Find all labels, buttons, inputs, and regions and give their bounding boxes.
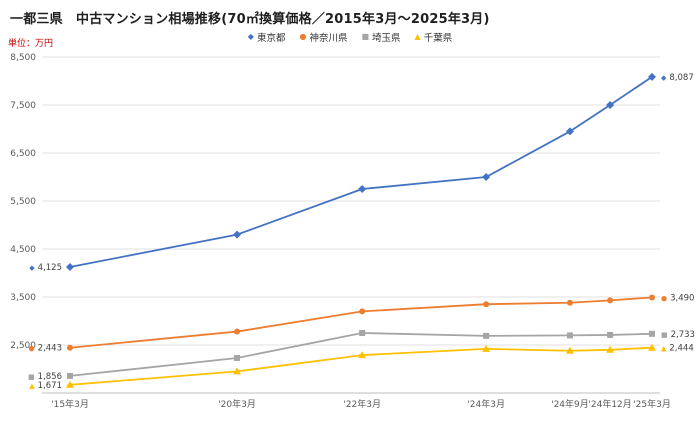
legend-item-0: ◆ 東京都 (247, 30, 286, 45)
x-tick-label: '24年12月 (588, 398, 631, 410)
x-tick-label: '22年3月 (343, 398, 381, 410)
legend-label: 千葉県 (423, 33, 453, 44)
triangle-marker-icon: ▲ (414, 32, 421, 41)
x-tick-label: '15年3月 (51, 398, 89, 410)
data-label-end: ▲ 2,444 (661, 344, 694, 354)
chart-title: 一都三県 中古マンション相場推移(70㎡換算価格／2015年3月～2025年3月… (10, 12, 490, 27)
data-label-end: ■ 2,733 (661, 330, 695, 340)
legend-label: 神奈川県 (309, 33, 348, 44)
legend-item-3: ▲ 千葉県 (414, 30, 453, 45)
x-tick-label: '24年3月 (467, 398, 505, 410)
data-label-start: ● 2,443 (29, 344, 62, 354)
x-tick-label: '25年3月 (633, 398, 671, 410)
y-tick-label: 5,500 (10, 197, 36, 207)
y-tick-label: 3,500 (10, 293, 36, 303)
y-tick-label: 7,500 (10, 101, 36, 111)
data-label-end: ◆ 8,087 (661, 73, 694, 83)
y-tick-label: 8,500 (10, 53, 36, 63)
x-tick-label: '24年9月 (551, 398, 589, 410)
y-tick-label: 4,500 (10, 245, 36, 255)
legend: ◆ 東京都 ● 神奈川県 ■ 埼玉県 ▲ 千葉県 (0, 30, 700, 45)
data-label-start: ▲ 1,671 (29, 381, 62, 391)
y-tick-label: 2,500 (10, 341, 36, 351)
circle-marker-icon: ● (299, 32, 307, 41)
diamond-marker-icon: ◆ (247, 32, 254, 41)
square-marker-icon: ■ (361, 32, 370, 41)
data-label-start: ◆ 4,125 (29, 263, 62, 273)
legend-label: 埼玉県 (372, 33, 401, 44)
legend-item-1: ● 神奈川県 (299, 30, 348, 45)
legend-label: 東京都 (256, 33, 286, 44)
unit-label: 単位：万円 (8, 39, 54, 49)
data-label-start: ■ 1,856 (28, 372, 62, 382)
legend-item-2: ■ 埼玉県 (361, 30, 401, 45)
series-line-1 (69, 296, 653, 349)
y-tick-label: 6,500 (10, 149, 36, 159)
x-tick-label: '20年3月 (218, 398, 256, 410)
data-label-end: ● 3,490 (661, 293, 694, 303)
